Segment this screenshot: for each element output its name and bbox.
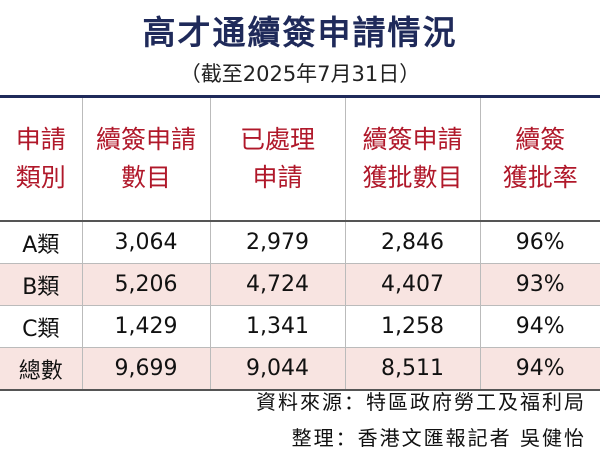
source: 資料來源：特區政府勞工及福利局 — [256, 390, 586, 414]
table-cell: 93% — [479, 263, 600, 306]
table-cell: 2,979 — [209, 220, 345, 264]
header-line: 獲批數目 — [362, 163, 463, 192]
table-row: 總數 9,699 9,044 8,511 94% — [0, 347, 600, 390]
table-cell: 94% — [479, 347, 600, 390]
table: 申請 類別 續簽申請 數目 已處理 申請 續簽申請 獲批數目 續簽 獲批率 A類 3,064 2,97… — [0, 95, 600, 391]
table-cell: 9,699 — [81, 347, 210, 390]
column-header: 續簽 獲批率 — [479, 96, 600, 222]
table-row: A類 3,064 2,979 2,846 96% — [0, 220, 600, 264]
table-cell: 1,429 — [81, 305, 210, 348]
table-cell: 總數 — [0, 347, 82, 390]
table-row: B類 5,206 4,724 4,407 93% — [0, 263, 600, 306]
title: 高才通續簽申請情況 — [142, 13, 458, 52]
table-body: A類 3,064 2,979 2,846 96% B類 5,206 4,724 4,407 93%… — [0, 220, 600, 390]
table-cell: 4,407 — [344, 263, 480, 306]
table-cell: 1,258 — [344, 305, 480, 348]
table-cell: 3,064 — [81, 220, 210, 264]
table-cell: 2,846 — [344, 220, 480, 264]
table-cell: C類 — [0, 305, 82, 348]
header-line: 申請 — [252, 163, 303, 192]
table-cell: A類 — [0, 220, 82, 264]
header-line: 數目 — [120, 163, 171, 192]
column-header: 已處理 申請 — [209, 96, 345, 222]
header-line: 申請 — [15, 125, 66, 154]
header-line: 獲批率 — [502, 163, 578, 192]
table-cell: 4,724 — [209, 263, 345, 306]
table-cell: 8,511 — [344, 347, 480, 390]
header-line: 已處理 — [239, 125, 315, 154]
header-row: 申請 類別 續簽申請 數目 已處理 申請 續簽申請 獲批數目 續簽 獲批率 — [0, 96, 600, 222]
column-header: 申請 類別 — [0, 96, 82, 222]
column-header: 續簽申請 獲批數目 — [344, 96, 480, 222]
header-line: 續簽申請 — [95, 125, 196, 154]
header-line: 續簽申請 — [362, 125, 463, 154]
table-row: C類 1,429 1,341 1,258 94% — [0, 305, 600, 348]
credit: 整理：香港文匯報記者 吳健怡 — [291, 426, 586, 450]
column-header: 續簽申請 數目 — [81, 96, 210, 222]
table-cell: 9,044 — [209, 347, 345, 390]
header-line: 續簽 — [515, 125, 566, 154]
header-line: 類別 — [15, 163, 66, 192]
subtitle: （截至2025年7月31日） — [179, 62, 421, 86]
table-cell: 96% — [479, 220, 600, 264]
table-cell: 94% — [479, 305, 600, 348]
table-cell: 1,341 — [209, 305, 345, 348]
table-cell: 5,206 — [81, 263, 210, 306]
table-cell: B類 — [0, 263, 82, 306]
